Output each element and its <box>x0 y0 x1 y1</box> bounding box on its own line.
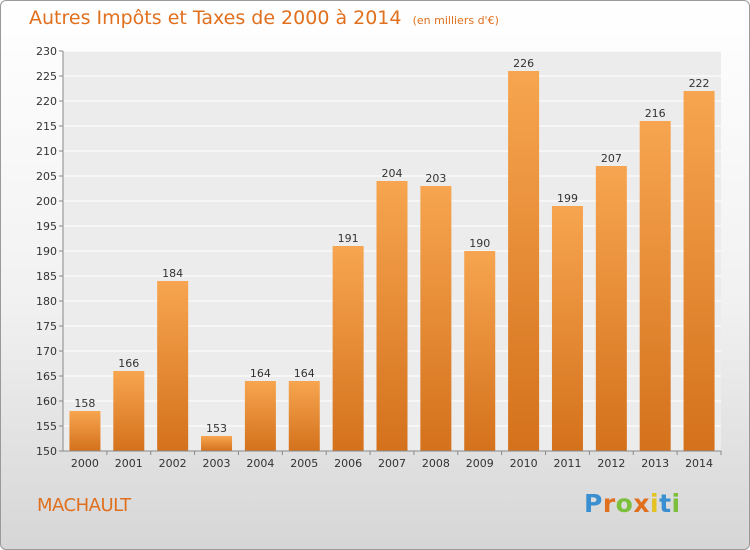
x-tick-label: 2010 <box>510 457 538 470</box>
chart-subtitle: (en milliers d'€) <box>412 14 499 27</box>
bar-2001 <box>113 371 145 451</box>
x-tick-label: 2011 <box>553 457 581 470</box>
bar-2003 <box>201 436 233 451</box>
y-tick-label: 190 <box>36 245 57 258</box>
data-label: 199 <box>557 192 578 205</box>
data-label: 191 <box>338 232 359 245</box>
title-row: Autres Impôts et Taxes de 2000 à 2014 (e… <box>29 7 499 29</box>
x-tick-label: 2006 <box>334 457 362 470</box>
y-tick-label: 180 <box>36 295 57 308</box>
data-labels: 158 166 184 153 164 164 191 204 203 190 226 199 207 2… <box>74 57 709 435</box>
x-tick-label: 2004 <box>246 457 274 470</box>
x-tick-label: 2005 <box>290 457 318 470</box>
y-tick-label: 225 <box>36 70 57 83</box>
data-label: 166 <box>118 357 139 370</box>
bar-2008 <box>420 186 452 451</box>
y-tick-label: 170 <box>36 345 57 358</box>
y-tick-label: 210 <box>36 145 57 158</box>
y-tick-label: 160 <box>36 395 57 408</box>
logo-letter: P <box>584 489 603 518</box>
y-tick-label: 195 <box>36 220 57 233</box>
y-tick-label: 230 <box>36 45 57 58</box>
x-tick-label: 2007 <box>378 457 406 470</box>
data-label: 153 <box>206 422 227 435</box>
x-tick-label: 2001 <box>115 457 143 470</box>
bars <box>69 71 715 451</box>
chart-title: Autres Impôts et Taxes de 2000 à 2014 <box>29 7 402 29</box>
bar-2000 <box>69 411 101 451</box>
y-tick-label: 200 <box>36 195 57 208</box>
x-tick-label: 2014 <box>685 457 713 470</box>
y-tick-label: 185 <box>36 270 57 283</box>
logo-letter: i <box>650 489 660 518</box>
bar-2012 <box>595 166 627 451</box>
bar-2010 <box>508 71 540 451</box>
proxiti-logo: Proxiti <box>584 489 681 518</box>
x-axis-labels: 2000 2001 2002 2003 2004 2005 2006 2007 2008 2009… <box>71 457 713 470</box>
x-tick-label: 2002 <box>159 457 187 470</box>
y-tick-label: 175 <box>36 320 57 333</box>
data-label: 164 <box>294 367 315 380</box>
bar-2014 <box>683 91 715 451</box>
bar-2007 <box>376 181 408 451</box>
bar-2011 <box>551 206 583 451</box>
x-tick-label: 2008 <box>422 457 450 470</box>
data-label: 158 <box>74 397 95 410</box>
y-tick-label: 215 <box>36 120 57 133</box>
bar-2005 <box>288 381 320 451</box>
data-label: 203 <box>425 172 446 185</box>
data-label: 190 <box>469 237 490 250</box>
y-axis-labels: 150 155 160 165 170 175 180 185 190 195 200 205 210 2… <box>36 45 57 458</box>
logo-letter: o <box>615 489 634 518</box>
logo-letter: r <box>602 489 616 518</box>
y-tick-label: 165 <box>36 370 57 383</box>
y-tick-label: 205 <box>36 170 57 183</box>
x-tick-label: 2009 <box>466 457 494 470</box>
data-label: 216 <box>645 107 666 120</box>
logo-letter: x <box>633 489 650 518</box>
y-tick-label: 155 <box>36 420 57 433</box>
x-tick-label: 2012 <box>597 457 625 470</box>
bar-2009 <box>464 251 496 451</box>
data-label: 204 <box>382 167 403 180</box>
bar-2002 <box>157 281 189 451</box>
bar-2013 <box>639 121 671 451</box>
x-tick-label: 2000 <box>71 457 99 470</box>
logo-letter: t <box>659 489 672 518</box>
y-tick-label: 150 <box>36 445 57 458</box>
x-tick-label: 2013 <box>641 457 669 470</box>
data-label: 226 <box>513 57 534 70</box>
y-tick-label: 220 <box>36 95 57 108</box>
x-tick-label: 2003 <box>203 457 231 470</box>
data-label: 184 <box>162 267 183 280</box>
data-label: 222 <box>689 77 710 90</box>
data-label: 164 <box>250 367 271 380</box>
bar-2006 <box>332 246 364 451</box>
bar-2004 <box>244 381 276 451</box>
logo-letter: i <box>671 489 681 518</box>
commune-name: MACHAULT <box>37 495 131 516</box>
data-label: 207 <box>601 152 622 165</box>
